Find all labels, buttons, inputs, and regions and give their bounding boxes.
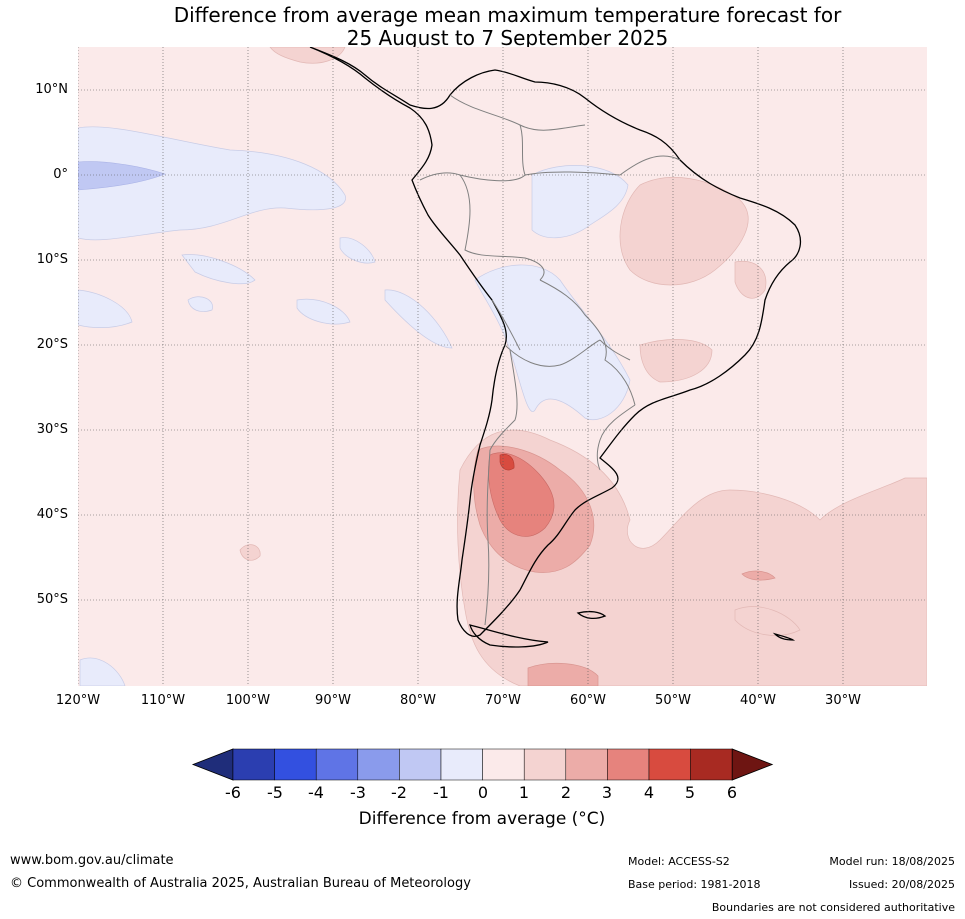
legend-swatch: [565, 748, 608, 781]
caribbean-warm-patch: [269, 47, 346, 64]
lat-label-10n: 10°N: [35, 82, 68, 97]
base-period-text: Base period: 1981-2018: [628, 878, 761, 891]
gridlines: [78, 47, 927, 686]
country-borders: [419, 94, 681, 626]
pacific-cool-patch-6: [384, 289, 453, 349]
legend-tick: -2: [391, 783, 407, 802]
southern-ocean-warm-patch: [527, 663, 599, 686]
legend-tick: -6: [225, 783, 241, 802]
brazil-warm-region: [619, 176, 749, 286]
legend-swatch: [315, 748, 359, 781]
amazon-cool-region: [531, 165, 629, 239]
eq-pacific-deeper-cool: [78, 161, 166, 191]
website-text: www.bom.gov.au/climate: [10, 853, 174, 868]
legend-tick: 6: [726, 783, 738, 802]
lat-label-0: 0°: [53, 167, 68, 182]
forecast-map: [78, 47, 927, 686]
se-brazil-warm-patch: [639, 339, 713, 383]
south-atlantic-warm-spot: [741, 570, 776, 581]
lat-label-30s: 30°S: [36, 422, 68, 437]
legend-swatch: [690, 748, 733, 781]
legend-tick: -1: [433, 783, 449, 802]
legend-tick: 3: [601, 783, 613, 802]
legend-tick: -4: [308, 783, 324, 802]
eq-pacific-cool-region: [78, 126, 346, 241]
title-line-1: Difference from average mean maximum tem…: [173, 3, 842, 27]
argentina-warm-center: [488, 452, 555, 537]
south-america-coast: [309, 47, 802, 637]
ne-brazil-warm-patch: [734, 260, 767, 299]
legend-label: Difference from average (°C): [358, 809, 606, 829]
lat-label-40s: 40°S: [36, 507, 68, 522]
pacific-cool-patch-5: [296, 298, 351, 325]
legend-swatch: [523, 748, 567, 781]
legend-swatch: [232, 748, 275, 781]
south-pacific-cool-patch: [79, 657, 126, 686]
lon-label-70w: 70°W: [485, 693, 521, 708]
legend-extend-low: [191, 748, 234, 781]
pacific-warm-patch: [239, 544, 261, 561]
lat-label-50s: 50°S: [36, 592, 68, 607]
issued-text: Issued: 20/08/2025: [848, 878, 955, 891]
tierra-del-fuego: [469, 624, 549, 648]
legend-colorbar: [191, 748, 774, 781]
lon-label-40w: 40°W: [740, 693, 776, 708]
pacific-cool-patch-2: [339, 237, 376, 264]
legend-tick: 5: [684, 783, 696, 802]
legend-swatch: [274, 748, 317, 781]
cool-anomaly-regions: [78, 126, 631, 686]
south-georgia: [772, 632, 796, 641]
legend-tick: 0: [477, 783, 489, 802]
lat-label-10s: 10°S: [36, 252, 68, 267]
legend-tick: -3: [350, 783, 366, 802]
legend-swatch: [440, 748, 483, 781]
legend-tick: 1: [518, 783, 530, 802]
copyright-text: © Commonwealth of Australia 2025, Austra…: [10, 876, 471, 891]
lon-label-80w: 80°W: [400, 693, 436, 708]
legend-extend-high: [731, 748, 774, 781]
legend-swatch: [357, 748, 400, 781]
legend-tick: 4: [643, 783, 655, 802]
legend-swatch: [607, 748, 650, 781]
model-text: Model: ACCESS-S2: [628, 855, 730, 868]
model-run-text: Model run: 18/08/2025: [829, 855, 955, 868]
pacific-cool-patch-1: [181, 254, 256, 285]
title-line-2: 25 August to 7 September 2025: [346, 26, 669, 50]
legend-swatch: [482, 748, 525, 781]
lon-label-110w: 110°W: [140, 693, 186, 708]
legend-tick: 2: [560, 783, 572, 802]
lon-label-50w: 50°W: [655, 693, 691, 708]
argentina-warm-peak: [499, 453, 515, 471]
lon-label-30w: 30°W: [825, 693, 861, 708]
lon-label-100w: 100°W: [225, 693, 271, 708]
pacific-cool-patch-3: [78, 289, 133, 328]
disclaimer-text: Boundaries are not considered authoritat…: [711, 901, 955, 914]
legend-swatch: [399, 748, 442, 781]
lon-label-90w: 90°W: [315, 693, 351, 708]
pacific-cool-patch-4: [187, 296, 213, 312]
legend-swatch: [648, 748, 691, 781]
lat-label-20s: 20°S: [36, 337, 68, 352]
map-title: Difference from average mean maximum tem…: [0, 4, 965, 50]
legend-tick: -5: [267, 783, 283, 802]
lon-label-60w: 60°W: [570, 693, 606, 708]
lon-label-120w: 120°W: [55, 693, 101, 708]
south-atlantic-warm-patch: [734, 606, 801, 636]
